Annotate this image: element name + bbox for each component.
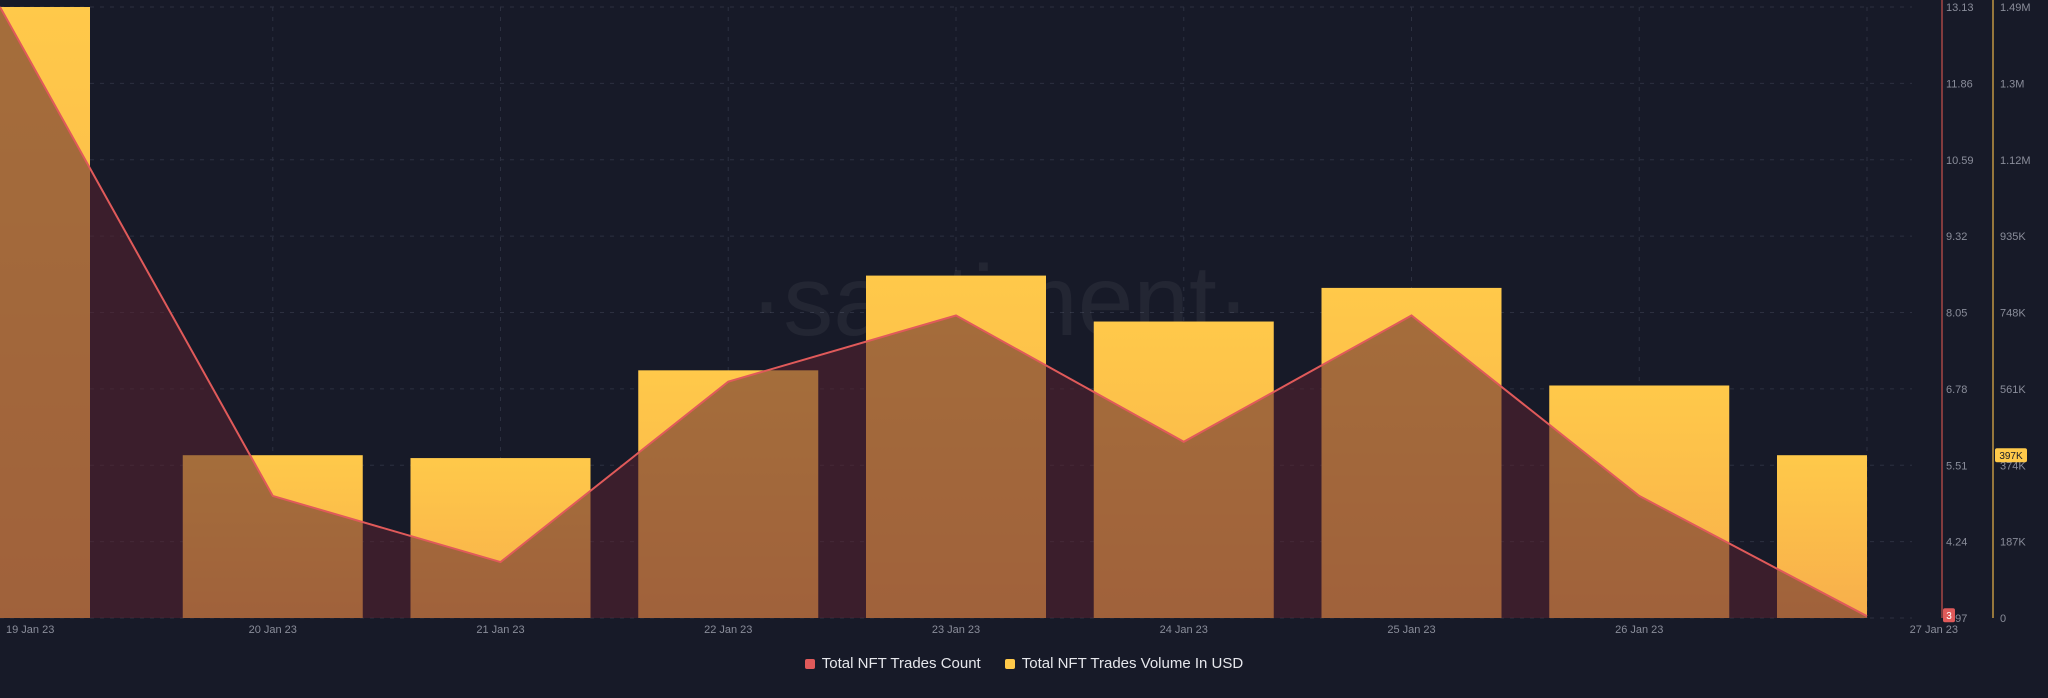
area-trades-count bbox=[0, 7, 1867, 618]
y-left-tick-label: 4.24 bbox=[1946, 537, 1967, 549]
y-left-tick-label: 11.86 bbox=[1946, 78, 1973, 90]
legend-item-trades-volume[interactable]: Total NFT Trades Volume In USD bbox=[1004, 655, 1244, 672]
legend-swatch-trades-volume bbox=[1004, 658, 1015, 669]
marker-label-trades-count: 3 bbox=[1946, 611, 1952, 622]
y-right-tick-label: 374K bbox=[2000, 460, 2026, 472]
y-left-tick-label: 9.32 bbox=[1946, 231, 1967, 243]
legend: Total NFT Trades Count Total NFT Trades … bbox=[0, 655, 2048, 672]
x-tick-label: 27 Jan 23 bbox=[1910, 624, 1958, 636]
y-left-tick-label: 10.59 bbox=[1946, 155, 1974, 167]
y-right-tick-label: 561K bbox=[2000, 384, 2026, 396]
y-right-tick-label: 0 bbox=[2000, 613, 2006, 625]
y-left-tick-label: 13.13 bbox=[1946, 2, 1974, 14]
line-trades-count bbox=[0, 6, 1868, 618]
x-tick-label: 21 Jan 23 bbox=[476, 624, 524, 636]
y-right-tick-label: 748K bbox=[2000, 308, 2026, 320]
marker-label-trades-volume: 397K bbox=[1999, 451, 2023, 462]
x-tick-label: 24 Jan 23 bbox=[1160, 624, 1208, 636]
legend-item-trades-count[interactable]: Total NFT Trades Count bbox=[804, 655, 981, 672]
legend-swatch-trades-count bbox=[804, 658, 815, 669]
y-left-tick-label: 8.05 bbox=[1946, 308, 1967, 320]
x-tick-label: 23 Jan 23 bbox=[932, 624, 980, 636]
y-right-tick-label: 935K bbox=[2000, 231, 2026, 243]
marker-bg-trades-count bbox=[1943, 608, 1955, 623]
x-tick-label: 20 Jan 23 bbox=[249, 624, 297, 636]
marker-bg-trades-volume bbox=[1995, 448, 2027, 463]
x-tick-label: 26 Jan 23 bbox=[1615, 624, 1663, 636]
legend-label-trades-volume: Total NFT Trades Volume In USD bbox=[1021, 655, 1244, 672]
y-right-tick-label: 1.49M bbox=[2000, 2, 2031, 14]
y-left-tick-label: 6.78 bbox=[1946, 384, 1967, 396]
x-tick-label: 25 Jan 23 bbox=[1387, 624, 1435, 636]
y-right-tick-label: 1.12M bbox=[2000, 155, 2031, 167]
x-tick-label: 19 Jan 23 bbox=[6, 624, 54, 636]
y-right-tick-label: 187K bbox=[2000, 537, 2026, 549]
y-right-tick-label: 1.3M bbox=[2000, 78, 2024, 90]
y-left-tick-label: 5.51 bbox=[1946, 460, 1967, 472]
x-tick-label: 22 Jan 23 bbox=[704, 624, 752, 636]
legend-label-trades-count: Total NFT Trades Count bbox=[821, 655, 981, 672]
